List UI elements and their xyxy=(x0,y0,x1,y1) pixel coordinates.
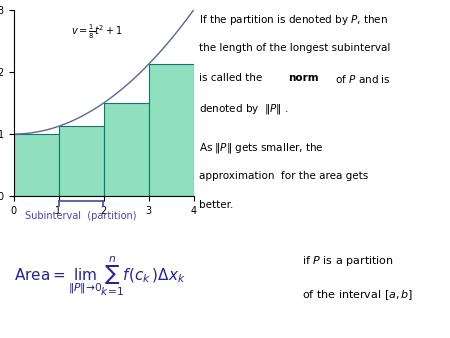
Bar xyxy=(58,126,104,196)
Bar xyxy=(104,103,148,196)
Text: better.: better. xyxy=(198,200,233,210)
Bar xyxy=(14,134,58,196)
Text: norm: norm xyxy=(288,73,319,83)
Text: approximation  for the area gets: approximation for the area gets xyxy=(198,171,368,180)
Text: of the interval $[a, b]$: of the interval $[a, b]$ xyxy=(302,288,413,301)
Text: Subinterval  (partition): Subinterval (partition) xyxy=(25,211,137,221)
Text: As $\Vert P\Vert$ gets smaller, the: As $\Vert P\Vert$ gets smaller, the xyxy=(198,141,324,155)
Text: the length of the longest subinterval: the length of the longest subinterval xyxy=(198,43,390,53)
Bar xyxy=(148,64,194,196)
Text: $v = \frac{1}{8}t^2 + 1$: $v = \frac{1}{8}t^2 + 1$ xyxy=(71,23,123,41)
Text: if $P$ is a partition: if $P$ is a partition xyxy=(302,254,393,268)
Text: of $P$ and is: of $P$ and is xyxy=(332,73,391,85)
Text: is called the: is called the xyxy=(198,73,265,83)
Text: $\mathrm{Area} = \lim_{\Vert P\Vert \to 0} \sum_{k=1}^{n} f\left(c_k\right)\Delt: $\mathrm{Area} = \lim_{\Vert P\Vert \to … xyxy=(14,254,185,298)
Text: denoted by  $\Vert P\Vert$ .: denoted by $\Vert P\Vert$ . xyxy=(198,102,288,116)
Text: If the partition is denoted by $P$, then: If the partition is denoted by $P$, then xyxy=(198,13,388,27)
